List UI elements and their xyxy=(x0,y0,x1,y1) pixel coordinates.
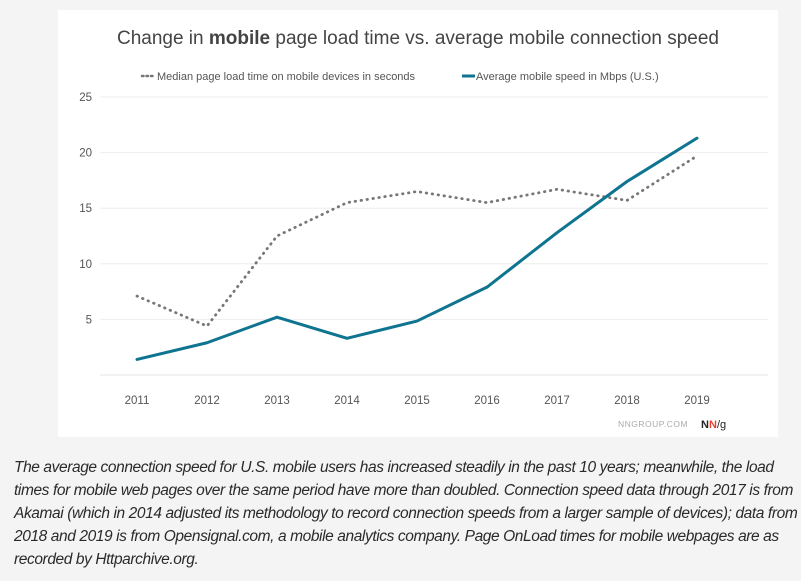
legend-label-load-time: Median page load time on mobile devices … xyxy=(157,71,416,83)
x-tick-label: 2015 xyxy=(404,395,430,407)
y-tick-label: 10 xyxy=(79,259,92,271)
legend: Median page load time on mobile devices … xyxy=(140,71,659,83)
x-tick-label: 2012 xyxy=(194,395,220,407)
y-tick-label: 15 xyxy=(79,203,92,215)
logo-n2: N xyxy=(709,419,717,431)
line-chart: Change in mobile page load time vs. aver… xyxy=(79,28,768,431)
x-tick-label: 2017 xyxy=(544,395,570,407)
nng-logo: N N /g xyxy=(701,419,726,431)
chart-card: Change in mobile page load time vs. aver… xyxy=(58,10,778,437)
logo-n1: N xyxy=(701,419,709,431)
x-tick-label: 2018 xyxy=(614,395,640,407)
figure-caption: The average connection speed for U.S. mo… xyxy=(14,459,798,568)
chart-title: Change in mobile page load time vs. aver… xyxy=(117,28,719,49)
legend-label-speed: Average mobile speed in Mbps (U.S.) xyxy=(476,71,659,83)
x-tick-label: 2011 xyxy=(125,395,150,407)
credit-site: NNGROUP.COM xyxy=(618,419,688,429)
logo-g: /g xyxy=(717,419,726,431)
y-tick-label: 25 xyxy=(79,92,92,104)
series-line-0 xyxy=(135,154,699,328)
series-line-1 xyxy=(135,136,699,361)
x-tick-label: 2016 xyxy=(474,395,500,407)
x-tick-label: 2019 xyxy=(684,395,710,407)
y-tick-label: 20 xyxy=(79,148,92,160)
y-tick-label: 5 xyxy=(86,314,92,326)
x-tick-label: 2013 xyxy=(264,395,290,407)
x-tick-label: 2014 xyxy=(334,395,360,407)
